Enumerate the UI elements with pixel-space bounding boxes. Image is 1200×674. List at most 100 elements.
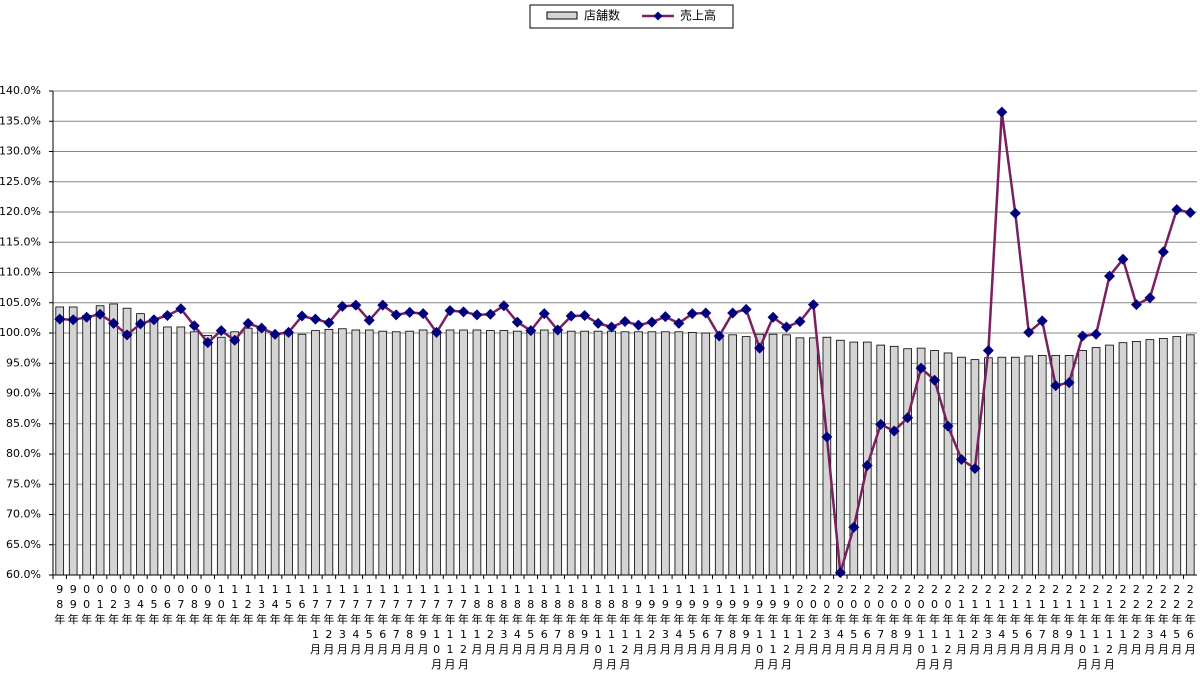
- bar: [674, 331, 684, 576]
- marker: [444, 305, 456, 317]
- marker: [1117, 253, 1129, 265]
- marker: [256, 322, 268, 334]
- marker: [619, 316, 631, 328]
- y-tick-label: 90.0%: [6, 387, 41, 400]
- bar: [728, 334, 737, 576]
- marker: [188, 320, 200, 332]
- marker: [1063, 377, 1075, 389]
- bar: [68, 306, 78, 576]
- marker: [81, 311, 93, 323]
- marker: [592, 317, 604, 329]
- marker: [727, 307, 739, 319]
- marker: [646, 316, 658, 328]
- bar: [997, 356, 1007, 576]
- marker: [686, 308, 698, 320]
- marker: [229, 334, 241, 346]
- bar: [607, 330, 616, 576]
- marker: [336, 300, 348, 312]
- bar: [566, 330, 576, 576]
- bar: [284, 333, 293, 576]
- marker: [781, 321, 793, 333]
- marker: [1050, 380, 1062, 392]
- bar: [270, 335, 280, 576]
- marker: [740, 303, 752, 315]
- marker: [94, 308, 106, 320]
- bar: [1159, 338, 1168, 576]
- marker: [175, 303, 187, 315]
- legend: 店舗数 売上高: [529, 4, 734, 29]
- bar: [176, 326, 186, 576]
- legend-swatch: [546, 11, 578, 20]
- bar: [984, 357, 993, 576]
- bar: [338, 328, 347, 576]
- bar: [1078, 350, 1087, 576]
- bar: [1172, 336, 1182, 576]
- bar: [701, 332, 711, 576]
- marker: [929, 374, 941, 386]
- bar: [1091, 347, 1101, 576]
- bar: [1132, 341, 1141, 576]
- marker: [579, 309, 591, 321]
- marker: [108, 317, 120, 329]
- bar: [432, 330, 441, 576]
- bar: [405, 330, 414, 576]
- bar: [216, 336, 226, 576]
- marker: [538, 308, 550, 320]
- marker: [1104, 270, 1116, 282]
- bar: [903, 348, 912, 576]
- marker: [215, 325, 227, 337]
- bar: [755, 333, 764, 576]
- bar: [257, 329, 266, 576]
- bar: [580, 330, 589, 576]
- marker: [498, 300, 510, 312]
- marker: [700, 307, 712, 319]
- bar: [445, 329, 455, 576]
- bar: [1105, 344, 1114, 576]
- y-tick-label: 110.0%: [0, 266, 41, 279]
- bar: [661, 331, 670, 576]
- marker: [982, 345, 994, 357]
- marker: [431, 326, 443, 338]
- marker: [969, 463, 981, 475]
- bar: [1145, 339, 1155, 576]
- marker: [363, 314, 375, 326]
- y-tick-label: 130.0%: [0, 145, 41, 158]
- y-tick-label: 60.0%: [6, 568, 41, 581]
- legend-label: 店舗数: [584, 8, 620, 23]
- marker: [1184, 207, 1196, 219]
- marker: [390, 309, 402, 321]
- marker: [754, 342, 766, 354]
